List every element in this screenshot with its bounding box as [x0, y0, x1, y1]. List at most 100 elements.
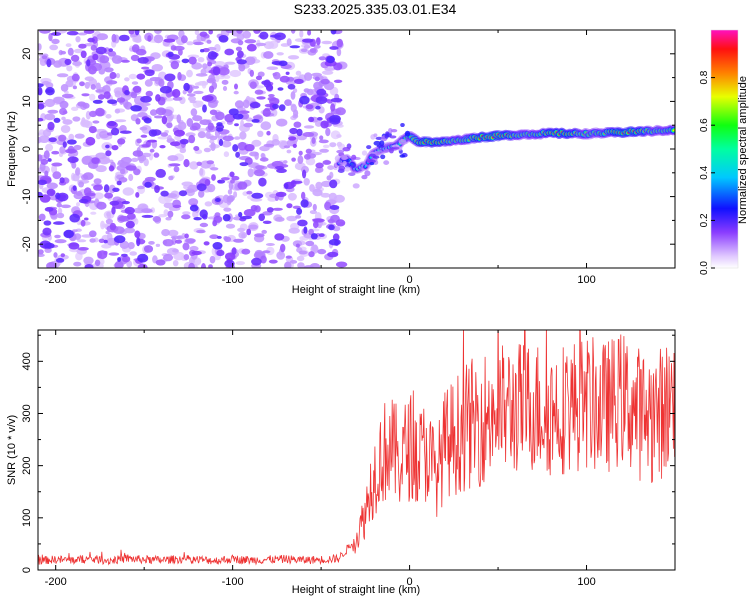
noise-speckle	[38, 135, 50, 143]
noise-speckle	[147, 139, 158, 143]
noise-speckle	[104, 192, 113, 199]
colorbar-ticks: 0.0 0.2 0.4 0.6 0.8	[699, 70, 715, 275]
noise-speckle	[246, 228, 252, 236]
noise-speckle	[242, 30, 252, 39]
noise-speckle	[109, 222, 117, 231]
noise-speckle	[87, 37, 95, 43]
snr-panel: -200 -100 0 100 0 100 200 300 400 Height of str…	[6, 329, 676, 596]
noise-speckle	[155, 168, 166, 178]
noise-speckle	[144, 181, 152, 188]
noise-speckle	[262, 220, 272, 224]
noise-speckle	[293, 109, 299, 117]
noise-speckle	[322, 160, 332, 165]
noise-speckle	[288, 227, 300, 234]
noise-speckle	[131, 157, 139, 162]
noise-speckle	[236, 59, 247, 65]
noise-speckle	[284, 99, 292, 106]
noise-speckle	[117, 257, 122, 262]
noise-speckle	[291, 157, 296, 162]
noise-speckle	[251, 119, 260, 123]
noise-speckle	[66, 31, 79, 36]
noise-speckle	[118, 34, 130, 42]
noise-speckle	[335, 107, 346, 116]
noise-speckle	[136, 237, 141, 247]
noise-speckle	[302, 169, 307, 179]
noise-speckle	[276, 52, 284, 56]
noise-speckle	[124, 101, 133, 110]
noise-speckle	[329, 142, 337, 148]
noise-speckle	[295, 70, 302, 76]
noise-speckle	[320, 192, 331, 198]
noise-speckle	[92, 99, 103, 104]
noise-speckle	[78, 181, 84, 188]
noise-speckle	[141, 208, 153, 214]
noise-speckle	[182, 211, 191, 216]
noise-speckle	[289, 45, 301, 49]
noise-speckle	[162, 253, 174, 262]
noise-speckle	[174, 239, 183, 244]
noise-speckle	[188, 262, 195, 268]
y-tick-label: 100	[21, 509, 33, 527]
noise-speckle	[307, 30, 312, 36]
noise-speckle	[114, 108, 121, 114]
noise-speckle	[45, 82, 54, 89]
ridge-halo	[350, 162, 356, 168]
noise-speckle	[95, 46, 107, 55]
noise-speckle	[335, 261, 348, 268]
colorbar-gradient	[711, 30, 738, 268]
noise-speckle	[125, 220, 135, 229]
noise-speckle	[329, 179, 338, 189]
noise-speckle	[92, 120, 100, 124]
noise-speckle	[124, 206, 135, 215]
noise-speckle	[46, 182, 58, 190]
noise-speckle	[71, 106, 79, 112]
ridge-halo	[344, 166, 351, 172]
noise-speckle	[181, 181, 193, 187]
noise-speckle	[303, 44, 311, 49]
noise-speckle	[326, 56, 335, 64]
noise-speckle	[192, 115, 203, 122]
noise-speckle	[315, 96, 328, 105]
noise-speckle	[221, 79, 229, 85]
noise-speckle	[163, 209, 169, 217]
noise-speckle	[154, 30, 162, 34]
noise-speckle	[240, 215, 252, 220]
noise-speckle	[188, 96, 196, 102]
noise-speckle	[50, 214, 58, 220]
noise-speckle	[167, 51, 174, 57]
noise-speckle	[72, 85, 77, 90]
noise-speckle	[313, 221, 319, 229]
y-tick-label: 300	[21, 404, 33, 422]
noise-speckle	[333, 167, 338, 171]
noise-speckle	[312, 244, 318, 252]
noise-speckle	[53, 60, 63, 68]
ridge-halo	[383, 160, 390, 165]
noise-speckle	[303, 178, 310, 186]
noise-speckle	[322, 144, 330, 149]
noise-speckle	[205, 130, 211, 139]
noise-speckle	[105, 218, 113, 225]
noise-speckle	[209, 255, 216, 264]
noise-speckle	[98, 68, 106, 75]
noise-speckle	[276, 118, 288, 127]
noise-speckle	[73, 48, 84, 54]
noise-speckle	[308, 116, 315, 123]
noise-speckle	[61, 93, 74, 99]
noise-speckle	[289, 260, 298, 264]
noise-speckle	[247, 168, 254, 178]
noise-speckle	[78, 43, 87, 49]
noise-speckle	[316, 88, 327, 96]
noise-speckle	[284, 261, 292, 268]
noise-speckle	[47, 121, 55, 131]
noise-speckle	[132, 150, 144, 157]
noise-speckle	[286, 215, 298, 222]
noise-speckle	[181, 58, 190, 64]
ridge-halo	[366, 145, 372, 150]
noise-speckle	[153, 115, 164, 119]
noise-speckle	[99, 55, 110, 64]
noise-speckle	[95, 165, 107, 173]
noise-speckle	[186, 69, 193, 78]
noise-speckle	[234, 100, 244, 109]
noise-speckle	[77, 101, 86, 107]
noise-speckle	[139, 102, 151, 107]
